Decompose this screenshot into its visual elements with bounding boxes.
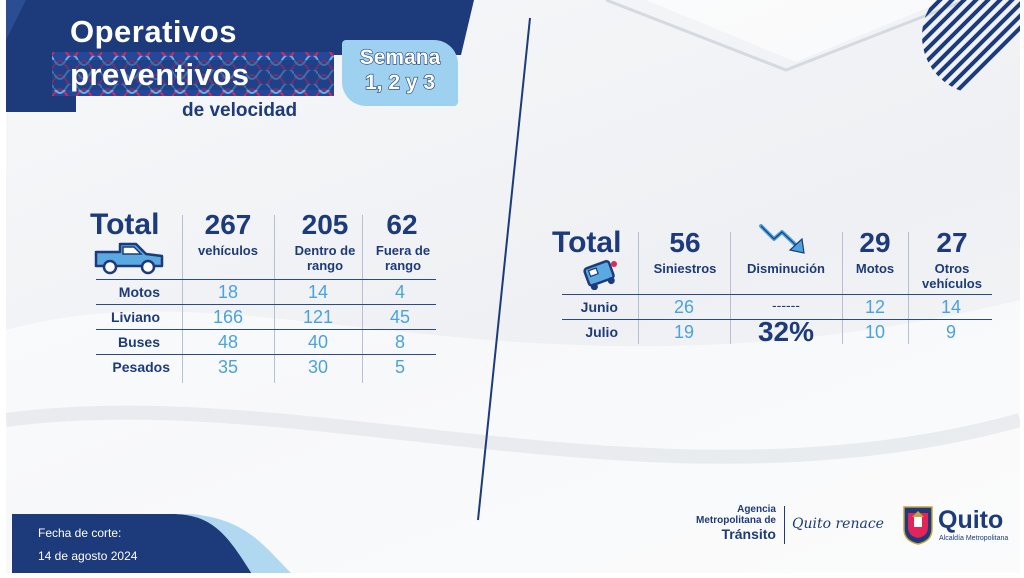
speed-cell: 35 [217,357,239,377]
accident-total-incidents: 56 [669,227,701,258]
speed-col-divider [182,215,183,383]
accident-cell: 12 [864,297,886,317]
title-line-1: Operativos [70,14,237,49]
week-badge: Semana 1, 2 y 3 [342,40,458,106]
speed-cell: 40 [307,332,329,352]
speed-col-label-out-of-range: Fuera de rango [375,243,431,273]
speed-row-label: Motos [118,284,160,300]
slide: Operativos preventivos de velocidad Sema… [6,0,1020,573]
speed-cell: 5 [394,357,405,377]
accident-total-other: 27 [936,227,968,258]
accident-col-divider [638,232,639,344]
city-wordmark: Quito [938,506,1004,534]
speed-col-label-vehicles: vehículos [198,243,258,258]
speed-row-divider [96,279,436,280]
speed-col-label-in-range: Dentro de rango [294,243,356,273]
logo-separator [784,506,785,544]
speed-row-label: Liviano [110,309,160,325]
accident-col-label-other: Otros vehículos [922,261,982,291]
accident-cell: 14 [940,297,962,317]
accident-col-label-motorcycles: Motos [855,261,895,276]
accident-cell: 10 [864,322,886,342]
date-panel [12,514,292,573]
footer-logos: Agencia Metropolitana de Tránsito Quito … [688,502,1018,552]
accident-row-divider [562,294,992,295]
speed-cell: 18 [217,282,239,302]
striped-circle-decoration [922,0,1020,94]
city-administration-label: Alcaldía Metropolitana [939,535,1009,542]
trend-down-arrow-icon [759,224,805,254]
accident-row-label: Julio [585,324,618,340]
speed-total-in-range: 205 [301,209,349,240]
decrease-percentage: 32% [757,316,815,347]
speed-row-label: Pesados [112,359,170,375]
accident-cell: ------ [772,297,800,313]
speed-cell: 166 [212,307,244,327]
city-slogan: Quito renace [792,516,884,532]
cutoff-date-value: 14 de agosto 2024 [38,549,138,563]
speed-total-label: Total [90,208,160,241]
accident-total-label: Total [552,226,622,259]
accident-total-motorcycles: 29 [859,227,891,258]
accident-cell: 9 [945,322,956,342]
speed-row-divider [96,329,436,330]
speed-cell: 48 [217,332,239,352]
accident-col-divider [842,232,843,344]
agency-name-line-3: Tránsito [721,526,776,542]
overturned-car-icon [583,260,617,290]
speed-row-divider [96,304,436,305]
cutoff-date-label: Fecha de corte: [38,526,122,540]
accident-col-label-decrease: Disminución [746,261,825,276]
speed-row-label: Buses [117,334,160,350]
accident-col-divider [730,232,731,344]
speed-cell: 30 [307,357,329,377]
speed-row-divider [96,354,436,355]
header-ribbon [6,0,474,112]
speed-col-divider [274,215,275,383]
speed-total-vehicles: 267 [204,209,252,240]
agency-name-line-2: Metropolitana de [695,515,776,526]
week-label: Semana [359,45,441,69]
accident-col-divider [908,232,909,344]
speed-col-divider [362,215,363,383]
speed-cell: 121 [302,307,334,327]
agency-name-line-1: Agencia [737,504,776,515]
quito-crest-icon [903,506,933,545]
accident-row-divider [562,319,992,320]
speed-cell: 8 [394,332,405,352]
week-numbers: 1, 2 y 3 [364,70,436,94]
speed-cell: 45 [389,307,411,327]
accident-col-label-incidents: Siniestros [653,261,717,276]
accident-cell: 26 [673,297,695,317]
pickup-truck-icon [94,242,164,275]
speed-total-out-of-range: 62 [386,209,418,240]
speed-cell: 14 [307,282,329,302]
title-line-2: preventivos [70,57,250,92]
subtitle: de velocidad [182,100,298,121]
accident-row-label: Junio [580,299,618,315]
accident-cell: 19 [673,322,695,342]
speed-cell: 4 [394,282,405,302]
